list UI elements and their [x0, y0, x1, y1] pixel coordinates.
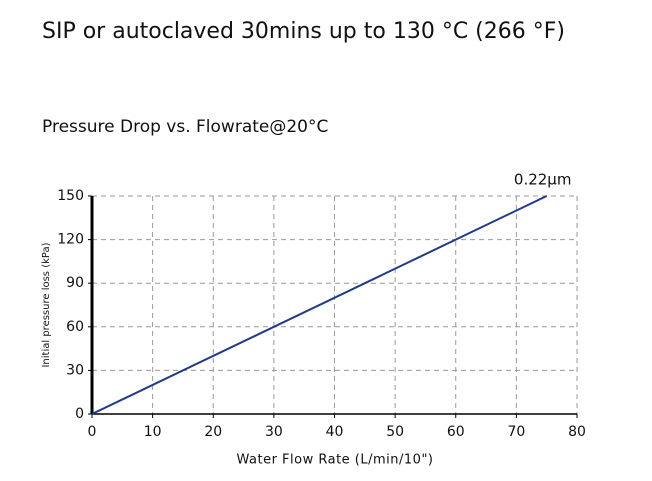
- x-tick-label: 80: [568, 424, 586, 440]
- y-tick-label: 0: [75, 406, 84, 422]
- x-tick-label: 40: [326, 424, 344, 440]
- series-label: 0.22μm: [514, 171, 572, 189]
- series-line: [91, 195, 548, 415]
- x-tick-label: 30: [265, 424, 283, 440]
- heading: SIP or autoclaved 30mins up to 130 °C (2…: [42, 19, 565, 44]
- x-tick-label: 50: [386, 424, 404, 440]
- x-tick-label: 20: [204, 424, 222, 440]
- y-axis-label: Initial pressure loss (kPa): [41, 242, 52, 367]
- y-tick-label: 120: [57, 232, 84, 248]
- chart-title: Pressure Drop vs. Flowrate@20°C: [42, 117, 328, 137]
- x-axis-label: Water Flow Rate (L/min/10"): [237, 453, 434, 468]
- x-tick-label: 70: [507, 424, 525, 440]
- x-tick-label: 10: [144, 424, 162, 440]
- y-tick-label: 30: [66, 362, 84, 378]
- y-tick-label: 150: [57, 188, 84, 204]
- x-tick-label: 60: [447, 424, 465, 440]
- y-tick-label: 60: [66, 319, 84, 335]
- y-tick-label: 90: [66, 275, 84, 291]
- x-tick-label: 0: [88, 424, 97, 440]
